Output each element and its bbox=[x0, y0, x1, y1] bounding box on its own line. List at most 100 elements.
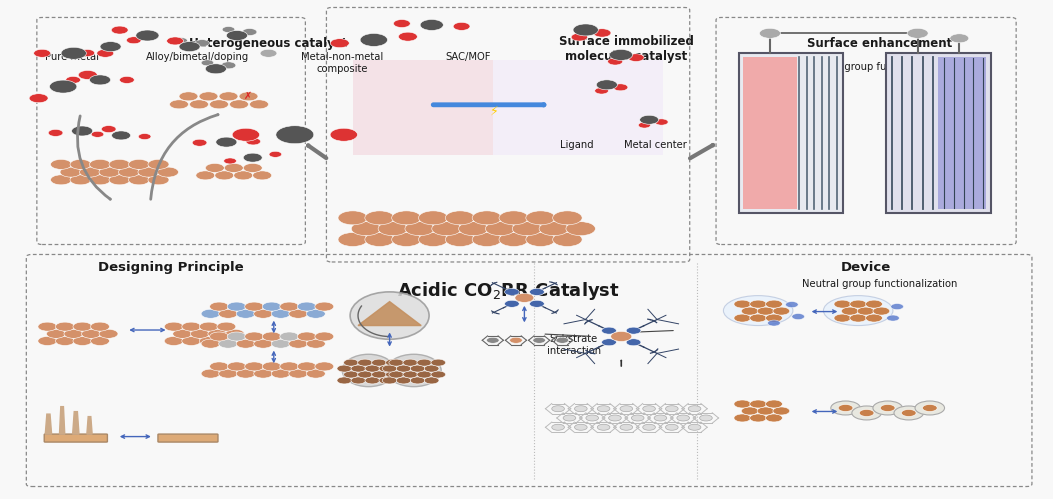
Circle shape bbox=[244, 332, 263, 341]
Circle shape bbox=[394, 19, 411, 27]
Circle shape bbox=[504, 288, 519, 295]
Circle shape bbox=[358, 359, 373, 366]
Circle shape bbox=[210, 100, 229, 109]
Circle shape bbox=[364, 233, 394, 247]
Circle shape bbox=[289, 369, 307, 378]
Circle shape bbox=[609, 415, 621, 421]
Circle shape bbox=[245, 138, 260, 145]
Circle shape bbox=[640, 115, 659, 124]
Circle shape bbox=[73, 336, 92, 345]
Circle shape bbox=[244, 302, 263, 311]
Text: Device: Device bbox=[841, 261, 891, 274]
Circle shape bbox=[689, 406, 701, 412]
Circle shape bbox=[766, 414, 782, 422]
Circle shape bbox=[533, 337, 545, 343]
Circle shape bbox=[627, 339, 641, 346]
Circle shape bbox=[343, 359, 358, 366]
Circle shape bbox=[147, 159, 170, 169]
Circle shape bbox=[585, 415, 598, 421]
Circle shape bbox=[358, 371, 373, 378]
Circle shape bbox=[351, 377, 365, 384]
Circle shape bbox=[901, 410, 916, 417]
Circle shape bbox=[593, 29, 611, 37]
Circle shape bbox=[280, 362, 299, 371]
Text: ✗: ✗ bbox=[243, 90, 252, 100]
Circle shape bbox=[262, 302, 281, 311]
Text: Metal-non-metal
composite: Metal-non-metal composite bbox=[301, 52, 383, 74]
Circle shape bbox=[338, 211, 367, 225]
Circle shape bbox=[234, 171, 253, 180]
Circle shape bbox=[859, 410, 874, 417]
Circle shape bbox=[601, 339, 616, 346]
Circle shape bbox=[136, 30, 159, 41]
Circle shape bbox=[81, 329, 100, 338]
Circle shape bbox=[110, 159, 130, 169]
Circle shape bbox=[834, 300, 851, 308]
Circle shape bbox=[396, 377, 411, 384]
Circle shape bbox=[280, 332, 299, 341]
Circle shape bbox=[72, 126, 93, 136]
Circle shape bbox=[158, 167, 179, 177]
Circle shape bbox=[485, 222, 515, 236]
Circle shape bbox=[80, 49, 95, 56]
Text: Surface immobilized
molecular catalyst: Surface immobilized molecular catalyst bbox=[559, 35, 694, 63]
Circle shape bbox=[222, 26, 235, 32]
Circle shape bbox=[201, 309, 220, 318]
Circle shape bbox=[170, 100, 188, 109]
Circle shape bbox=[499, 233, 529, 247]
Circle shape bbox=[90, 75, 111, 85]
Circle shape bbox=[99, 167, 120, 177]
Circle shape bbox=[173, 329, 192, 338]
Text: Acidic CO$_2$RR Catalyst: Acidic CO$_2$RR Catalyst bbox=[397, 280, 619, 302]
Circle shape bbox=[34, 49, 51, 57]
Text: Substrate
interaction: Substrate interaction bbox=[547, 334, 601, 356]
Circle shape bbox=[190, 100, 208, 109]
Circle shape bbox=[504, 300, 519, 307]
Circle shape bbox=[420, 19, 443, 30]
Circle shape bbox=[338, 233, 367, 247]
Circle shape bbox=[459, 222, 489, 236]
Circle shape bbox=[69, 159, 92, 169]
Circle shape bbox=[306, 309, 325, 318]
Circle shape bbox=[891, 303, 903, 309]
Circle shape bbox=[750, 300, 767, 308]
Circle shape bbox=[193, 139, 207, 146]
Circle shape bbox=[786, 301, 798, 307]
Circle shape bbox=[254, 369, 273, 378]
Circle shape bbox=[627, 327, 641, 334]
Circle shape bbox=[91, 336, 110, 345]
Circle shape bbox=[850, 300, 867, 308]
Circle shape bbox=[90, 159, 111, 169]
Circle shape bbox=[575, 424, 588, 430]
Circle shape bbox=[385, 371, 400, 378]
Circle shape bbox=[364, 211, 394, 225]
Circle shape bbox=[239, 92, 258, 101]
Circle shape bbox=[60, 167, 81, 177]
Circle shape bbox=[210, 302, 229, 311]
Circle shape bbox=[219, 339, 238, 348]
Circle shape bbox=[768, 320, 780, 326]
Circle shape bbox=[613, 84, 628, 91]
Circle shape bbox=[195, 39, 210, 46]
Circle shape bbox=[411, 365, 425, 372]
Circle shape bbox=[389, 359, 403, 366]
Bar bbox=[353, 60, 493, 155]
Circle shape bbox=[343, 371, 358, 378]
Bar bbox=[353, 60, 663, 155]
Circle shape bbox=[379, 377, 394, 384]
FancyBboxPatch shape bbox=[158, 434, 218, 442]
Circle shape bbox=[665, 406, 678, 412]
FancyBboxPatch shape bbox=[887, 53, 991, 213]
Circle shape bbox=[280, 302, 299, 311]
Circle shape bbox=[510, 337, 522, 343]
Circle shape bbox=[552, 424, 564, 430]
Circle shape bbox=[372, 359, 386, 366]
Circle shape bbox=[215, 171, 234, 180]
Circle shape bbox=[205, 64, 226, 74]
Circle shape bbox=[553, 211, 582, 225]
Circle shape bbox=[734, 314, 751, 322]
Circle shape bbox=[922, 405, 937, 412]
Circle shape bbox=[38, 322, 57, 331]
Circle shape bbox=[431, 371, 445, 378]
Circle shape bbox=[227, 332, 246, 341]
